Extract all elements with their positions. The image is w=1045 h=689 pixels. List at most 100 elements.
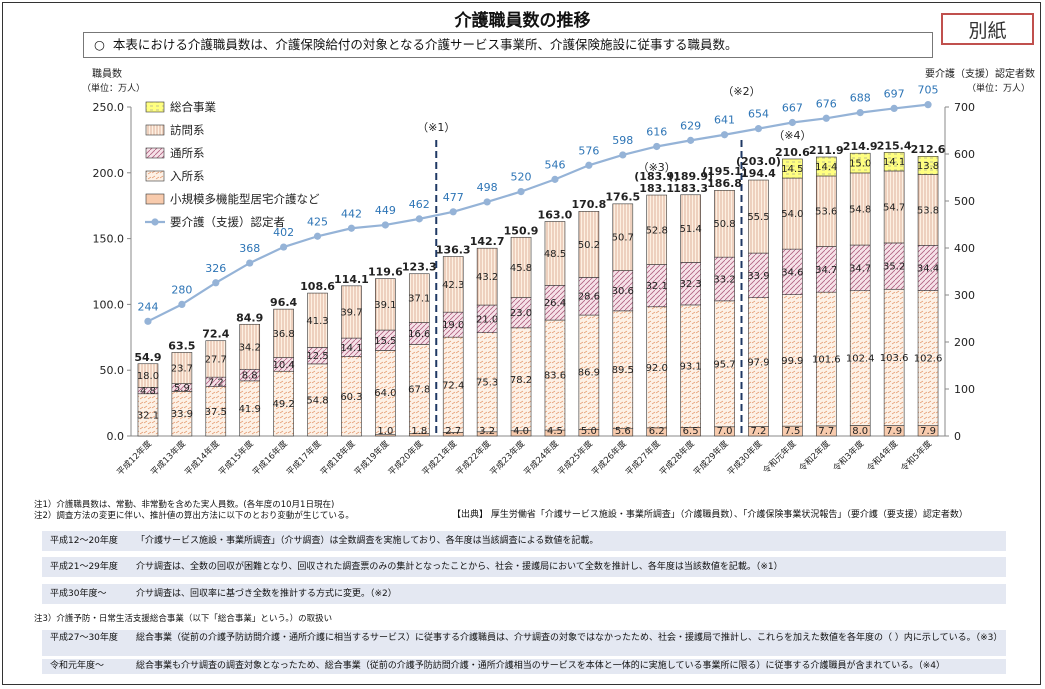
y-tick-label-left: 0.0 [107, 430, 125, 443]
bar-segment [442, 256, 464, 313]
bar-segment [205, 340, 227, 378]
segment-value-label: 53.6 [815, 207, 837, 218]
legend-label: 要介護（支援）認定者 [170, 215, 285, 229]
segment-value-label: 12.5 [306, 351, 328, 362]
segment-value-label: 43.2 [476, 272, 498, 283]
line-point [144, 317, 152, 325]
total-label: 108.6 [300, 280, 335, 293]
segment-value-label: 50.8 [713, 219, 735, 230]
paren-total-label: (195.1) [702, 165, 747, 178]
segment-value-label: 30.6 [612, 286, 634, 297]
bar-segment [680, 194, 701, 263]
segment-value-label: 83.6 [544, 371, 566, 382]
segment-value-label: 5.0 [581, 426, 597, 437]
x-tick-label: 平成18年度 [318, 438, 358, 478]
segment-value-label: 35.2 [883, 262, 905, 273]
line-point [347, 224, 356, 232]
total-label: 183.3 [673, 182, 708, 195]
line-series [144, 101, 932, 325]
segment-value-label: 33.9 [747, 271, 769, 282]
legend-swatch [145, 193, 165, 205]
total-label: 136.3 [436, 244, 471, 257]
bar-segment [815, 156, 837, 177]
x-tick-label: 平成22年度 [454, 438, 494, 478]
legend-label: 入所系 [170, 169, 205, 183]
line-value-label: 705 [918, 84, 939, 97]
line-point [551, 175, 559, 183]
line-value-label: 477 [443, 191, 464, 204]
x-tick-label: 令和3年度 [831, 438, 867, 474]
segment-value-label: 1.8 [411, 426, 427, 437]
bar-segment [646, 194, 668, 265]
segment-value-label: 64.0 [374, 388, 396, 399]
segment-value-label: 4.5 [547, 426, 563, 437]
line-point [788, 118, 796, 127]
segment-value-label: 7.2 [208, 377, 224, 388]
segment-value-label: 45.8 [510, 263, 532, 274]
total-label: 84.9 [236, 311, 263, 324]
sogo-label: 平成27～30年度 [50, 633, 118, 643]
total-label: 214.9 [843, 140, 878, 153]
segment-value-label: 67.8 [408, 385, 430, 396]
bar-segment [273, 308, 294, 358]
paren-total-label: (189.9) [668, 170, 713, 183]
line-value-label: 688 [850, 92, 871, 105]
legend-swatch [145, 101, 165, 113]
bar-segment [171, 352, 193, 384]
bar-segment [239, 323, 261, 370]
segment-value-label: 6.5 [683, 426, 699, 437]
sogo-text: 総合事業（従前の介護予防訪問介護・通所介護に相当するサービス）に従事する介護職員… [136, 633, 1003, 643]
segment-value-label: 14.1 [883, 157, 905, 168]
line-point [483, 198, 491, 206]
bar-segment [782, 158, 803, 179]
segment-value-label: 55.5 [747, 212, 769, 223]
total-label: 212.6 [911, 143, 946, 156]
bar-segment [544, 221, 566, 286]
segment-value-label: 103.6 [880, 353, 909, 364]
definition-note-text: 本表における介護職員数は、介護保険給付の対象となる介護サービス事業所、介護保険施… [112, 37, 738, 52]
line-value-label: 368 [239, 242, 260, 255]
segment-value-label: 34.7 [849, 263, 871, 274]
care-certified-line [147, 103, 929, 323]
period-label: 平成12～20年度 [50, 536, 118, 546]
total-label: 183.1 [639, 182, 674, 195]
line-point [246, 259, 254, 267]
segment-value-label: 10.4 [272, 360, 294, 371]
line-value-label: 449 [375, 204, 396, 217]
bar-segment [748, 179, 769, 254]
segment-value-label: 86.9 [578, 368, 600, 379]
line-point [890, 104, 898, 113]
y-axis-unit-left: （単位：万人） [82, 82, 145, 94]
total-label: 215.4 [877, 140, 912, 153]
total-label: 54.9 [134, 351, 161, 364]
line-value-label: 498 [477, 181, 498, 194]
segment-value-label: 39.7 [340, 307, 362, 318]
segment-value-label: 49.2 [272, 399, 294, 410]
line-point [924, 101, 932, 109]
segment-value-label: 41.3 [306, 316, 328, 327]
total-label: 210.6 [775, 146, 810, 159]
bar-segment [476, 247, 498, 306]
footnote-marker: （※4） [773, 129, 811, 142]
segment-value-label: 7.9 [920, 426, 936, 437]
x-tick-label: 平成27年度 [623, 438, 663, 478]
segment-value-label: 8.8 [242, 371, 258, 382]
segment-value-label: 42.3 [442, 280, 464, 291]
segment-value-label: 27.7 [205, 354, 227, 365]
total-label: 176.5 [605, 191, 640, 204]
segment-value-label: 33.9 [171, 409, 193, 420]
bar-segment [612, 203, 634, 271]
paren-total-label: (183.9) [634, 170, 679, 183]
total-label: 194.4 [741, 167, 776, 180]
total-label: 170.8 [571, 198, 606, 211]
segment-value-label: 52.8 [646, 225, 668, 236]
segment-value-label: 32.1 [646, 281, 668, 292]
x-tick-label: 令和2年度 [797, 438, 833, 474]
segment-value-label: 32.1 [137, 410, 159, 421]
segment-value-label: 2.7 [445, 426, 461, 437]
period-marker: （※1） [417, 121, 455, 134]
x-tick-label: 平成16年度 [250, 438, 290, 478]
legend-label: 通所系 [170, 146, 205, 160]
segment-value-label: 89.5 [612, 365, 634, 376]
